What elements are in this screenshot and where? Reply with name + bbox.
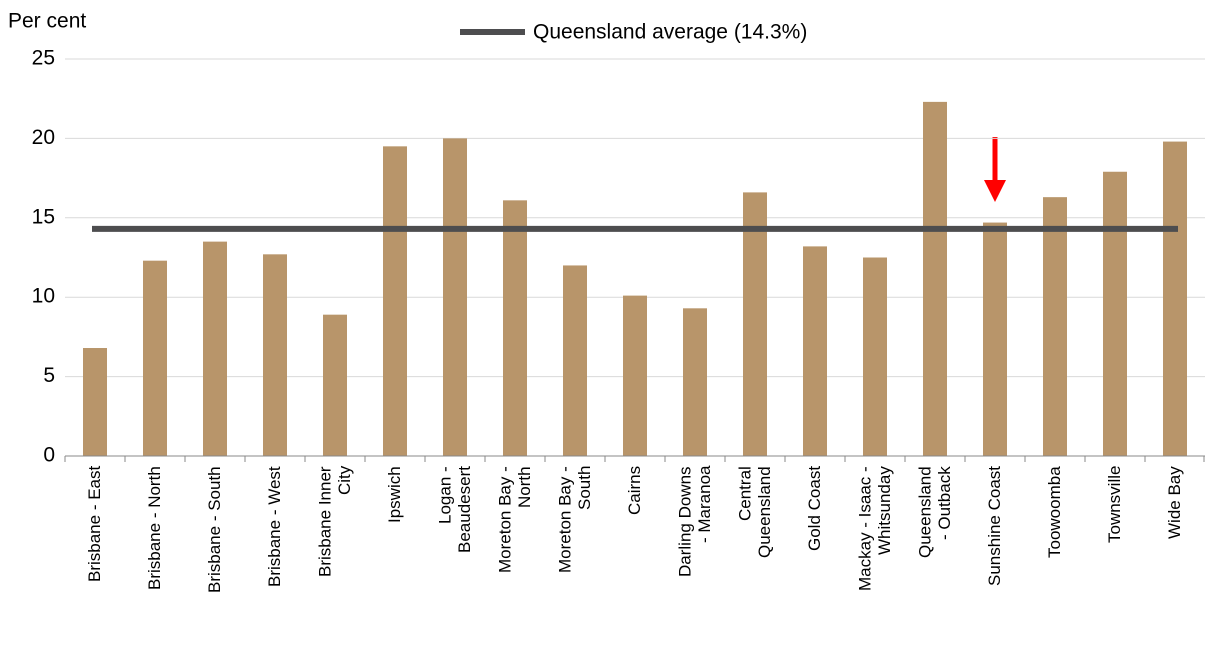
y-tick-label: 0 [43,444,55,467]
x-tick-label: Moreton Bay - South [555,466,594,573]
bar [83,348,107,456]
y-tick-label: 5 [43,364,55,387]
x-tick-label: Brisbane - North [145,466,165,590]
y-tick-label: 10 [32,285,55,308]
x-tick-label: Cairns [625,466,645,516]
x-tick-label: Townsville [1105,466,1125,544]
x-tick-label: Central Queensland [735,466,774,558]
x-tick-label: Queensland - Outback [915,466,954,558]
x-tick-label: Logan - Beaudesert [435,466,474,553]
bar [863,257,887,456]
y-tick-label: 25 [32,47,55,70]
x-tick-label: Sunshine Coast [985,466,1005,587]
x-tick-label: Brisbane - East [85,466,105,583]
bar [803,246,827,456]
y-tick-label: 15 [32,205,55,228]
bar [1103,171,1127,457]
y-tick-label: 20 [32,126,55,149]
x-tick-label: Brisbane Inner City [315,466,354,577]
bar [983,222,1007,456]
bar [203,241,227,456]
bar [443,138,467,456]
x-tick-label: Darling Downs - Maranoa [675,466,714,577]
bar [1163,141,1187,457]
x-tick-label: Ipswich [385,466,405,523]
bar [683,308,707,456]
x-tick-label: Mackay - Isaac - Whitsunday [855,466,894,591]
bar [743,192,767,456]
bar [503,200,527,456]
bar [143,260,167,456]
bar [323,314,347,456]
bar [263,254,287,456]
bar [923,101,947,456]
x-tick-label: Wide Bay [1165,466,1185,539]
x-tick-label: Moreton Bay - North [495,466,534,573]
x-tick-label: Gold Coast [805,466,825,552]
x-tick-label: Brisbane - South [205,466,225,593]
y-axis-label: Per cent [8,10,86,33]
bar [383,146,407,456]
x-tick-label: Toowoomba [1045,466,1065,558]
bar [563,265,587,456]
bar [623,295,647,456]
bar [1043,197,1067,456]
x-tick-label: Brisbane - West [265,466,285,587]
legend-label: Queensland average (14.3%) [533,21,807,44]
annotation-arrowhead [984,180,1006,202]
